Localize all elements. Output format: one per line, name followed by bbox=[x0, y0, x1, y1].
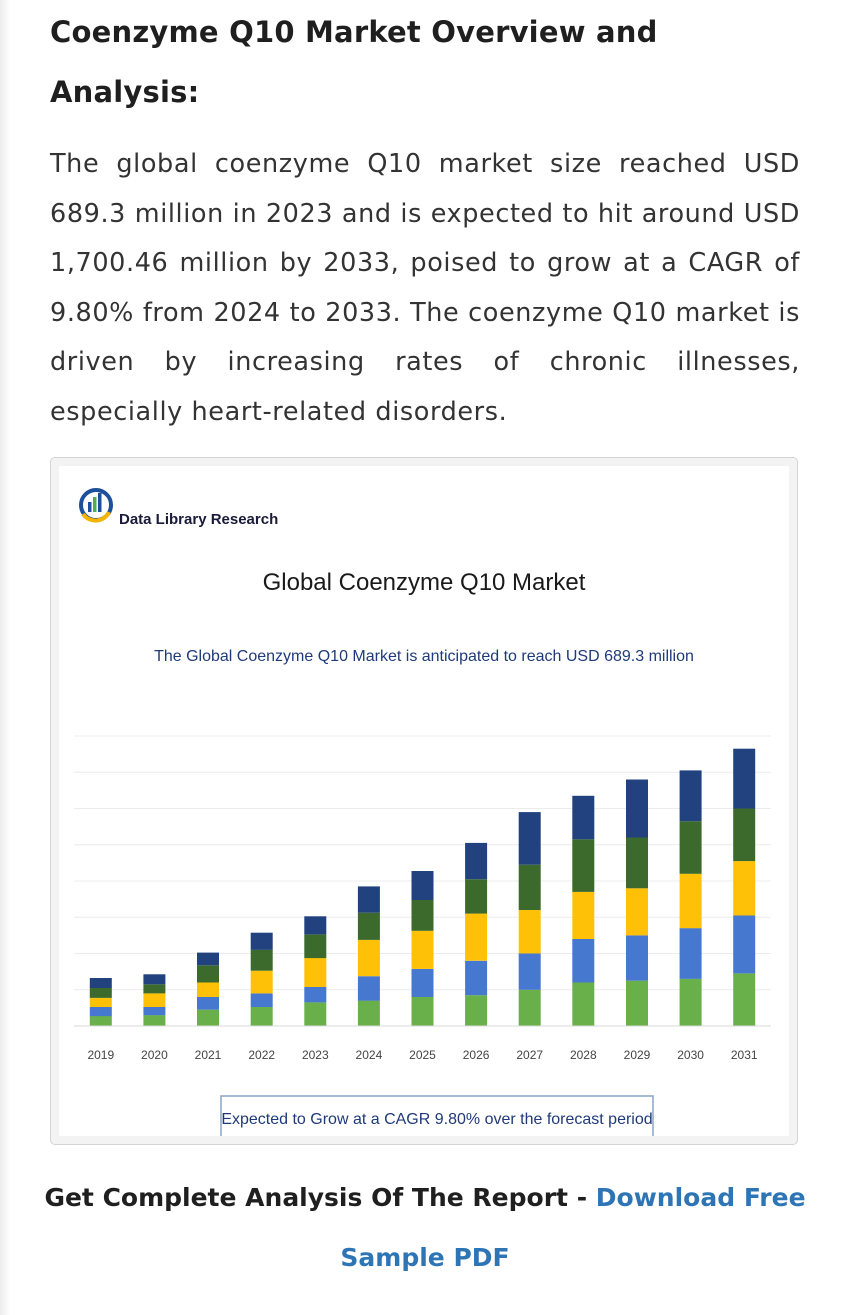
cagr-annotation-text: Expected to Grow at a CAGR 9.80% over th… bbox=[221, 1111, 652, 1128]
bar-segment-2021-4 bbox=[197, 965, 219, 983]
bar-segment-2020-5 bbox=[143, 974, 166, 985]
report-cta: Get Complete Analysis Of The Report - Do… bbox=[40, 1168, 810, 1288]
bar-segment-2031-4 bbox=[733, 808, 756, 862]
bar-segment-2027-2 bbox=[518, 953, 541, 990]
bar-segment-2028-4 bbox=[572, 839, 595, 892]
x-axis-tick-labels: 2019 2020 2021 2022 2023 2024 2025 2026 2027 2028… bbox=[87, 1048, 757, 1062]
bar-segment-2027-5 bbox=[518, 812, 541, 865]
bar-segment-2026-4 bbox=[465, 879, 488, 914]
bar-segment-2019-2 bbox=[89, 1007, 112, 1017]
bar-segment-2027-4 bbox=[518, 864, 541, 910]
bar-segment-2026-3 bbox=[465, 913, 488, 961]
x-tick-label: 2028 bbox=[570, 1048, 597, 1062]
market-chart-figure: Data Library Research Global Coenzyme Q1… bbox=[50, 457, 798, 1145]
bar-segment-2022-5 bbox=[250, 932, 273, 950]
bar-segment-2023-4 bbox=[304, 934, 327, 959]
bar-segment-2022-1 bbox=[250, 1007, 273, 1026]
section-heading: Coenzyme Q10 Market Overview and Analysi… bbox=[50, 15, 658, 109]
bar-segment-2026-5 bbox=[465, 842, 488, 880]
x-tick-label: 2019 bbox=[87, 1048, 114, 1062]
x-tick-label: 2020 bbox=[141, 1048, 168, 1062]
bar-segment-2027-1 bbox=[518, 989, 541, 1027]
bar-segment-2025-3 bbox=[411, 930, 434, 969]
bar-segment-2021-5 bbox=[197, 952, 219, 966]
bar-segment-2024-5 bbox=[357, 886, 380, 913]
bar-segment-2028-3 bbox=[572, 891, 595, 939]
cagr-annotation-box bbox=[220, 1095, 654, 1136]
bar-segment-2022-4 bbox=[250, 949, 273, 971]
bar-segment-2022-3 bbox=[250, 970, 273, 994]
x-tick-label: 2025 bbox=[409, 1048, 436, 1062]
bar-segment-2019-4 bbox=[89, 987, 112, 998]
bar-segment-2030-5 bbox=[679, 770, 702, 822]
bar-segment-2028-5 bbox=[572, 795, 595, 840]
bar-segment-2025-1 bbox=[411, 997, 434, 1026]
download-sample-pdf-link[interactable]: Download Free Sample PDF bbox=[340, 1183, 806, 1272]
bar-segment-2026-1 bbox=[465, 995, 488, 1026]
page-edge-shadow bbox=[0, 0, 10, 1315]
x-tick-label: 2022 bbox=[248, 1048, 275, 1062]
logo-text: Data Library Research bbox=[119, 511, 278, 528]
bar-segment-2020-1 bbox=[143, 1015, 166, 1026]
x-tick-label: 2026 bbox=[463, 1048, 490, 1062]
chart-title: Global Coenzyme Q10 Market bbox=[263, 569, 586, 596]
bar-segment-2031-3 bbox=[733, 861, 756, 916]
bar-segment-2029-5 bbox=[626, 779, 648, 838]
bar-segment-2024-3 bbox=[357, 939, 380, 977]
chart-image-area: Data Library Research Global Coenzyme Q1… bbox=[59, 466, 789, 1136]
bar-segment-2020-4 bbox=[143, 984, 166, 994]
bar-segment-2028-2 bbox=[572, 939, 595, 983]
x-tick-label: 2027 bbox=[516, 1048, 543, 1062]
x-tick-label: 2021 bbox=[195, 1048, 222, 1062]
bar-segment-2021-2 bbox=[197, 997, 219, 1010]
bar-segment-2021-3 bbox=[197, 982, 219, 997]
x-tick-label: 2030 bbox=[677, 1048, 704, 1062]
market-summary-paragraph: The global coenzyme Q10 market size reac… bbox=[50, 149, 800, 427]
bar-segment-2019-3 bbox=[89, 997, 112, 1007]
cta-text: Get Complete Analysis Of The Report - bbox=[44, 1183, 596, 1212]
chart-bars bbox=[89, 748, 756, 1027]
x-tick-label: 2024 bbox=[356, 1048, 383, 1062]
x-tick-label: 2023 bbox=[302, 1048, 329, 1062]
bar-segment-2025-5 bbox=[411, 871, 434, 900]
bar-segment-2031-1 bbox=[733, 973, 756, 1026]
bar-segment-2022-2 bbox=[250, 993, 273, 1007]
bar-segment-2020-2 bbox=[143, 1007, 166, 1016]
bar-segment-2027-3 bbox=[518, 910, 541, 954]
bar-segment-2029-1 bbox=[626, 980, 648, 1026]
bar-segment-2019-5 bbox=[89, 978, 112, 988]
bar-segment-2019-1 bbox=[89, 1016, 112, 1026]
bar-segment-2031-2 bbox=[733, 915, 756, 974]
bar-segment-2026-2 bbox=[465, 960, 488, 996]
bar-segment-2024-1 bbox=[357, 1000, 380, 1026]
chart-subtitle: The Global Coenzyme Q10 Market is antici… bbox=[154, 648, 694, 665]
bar-segment-2030-4 bbox=[679, 821, 702, 874]
bar-segment-2023-1 bbox=[304, 1002, 327, 1026]
bar-segment-2031-5 bbox=[733, 748, 756, 809]
bar-segment-2021-1 bbox=[197, 1009, 219, 1026]
bar-segment-2025-2 bbox=[411, 968, 434, 997]
bar-segment-2020-3 bbox=[143, 993, 166, 1007]
bar-segment-2029-2 bbox=[626, 935, 648, 981]
market-chart: Data Library Research Global Coenzyme Q1… bbox=[74, 488, 771, 1136]
x-tick-label: 2031 bbox=[731, 1048, 758, 1062]
x-tick-label: 2029 bbox=[624, 1048, 651, 1062]
bar-segment-2023-3 bbox=[304, 958, 327, 987]
bar-segment-2024-2 bbox=[357, 976, 380, 1001]
bar-segment-2030-2 bbox=[679, 928, 702, 979]
bar-segment-2030-1 bbox=[679, 978, 702, 1026]
bar-segment-2023-5 bbox=[304, 916, 327, 935]
bar-segment-2029-4 bbox=[626, 837, 648, 889]
bar-segment-2028-1 bbox=[572, 982, 595, 1026]
bar-segment-2029-3 bbox=[626, 888, 648, 936]
data-library-research-logo: Data Library Research bbox=[79, 488, 278, 528]
bar-segment-2024-4 bbox=[357, 912, 380, 940]
bar-segment-2023-2 bbox=[304, 987, 327, 1003]
bar-chart-circle-icon bbox=[79, 488, 113, 523]
bar-segment-2030-3 bbox=[679, 873, 702, 929]
bar-segment-2025-4 bbox=[411, 900, 434, 931]
